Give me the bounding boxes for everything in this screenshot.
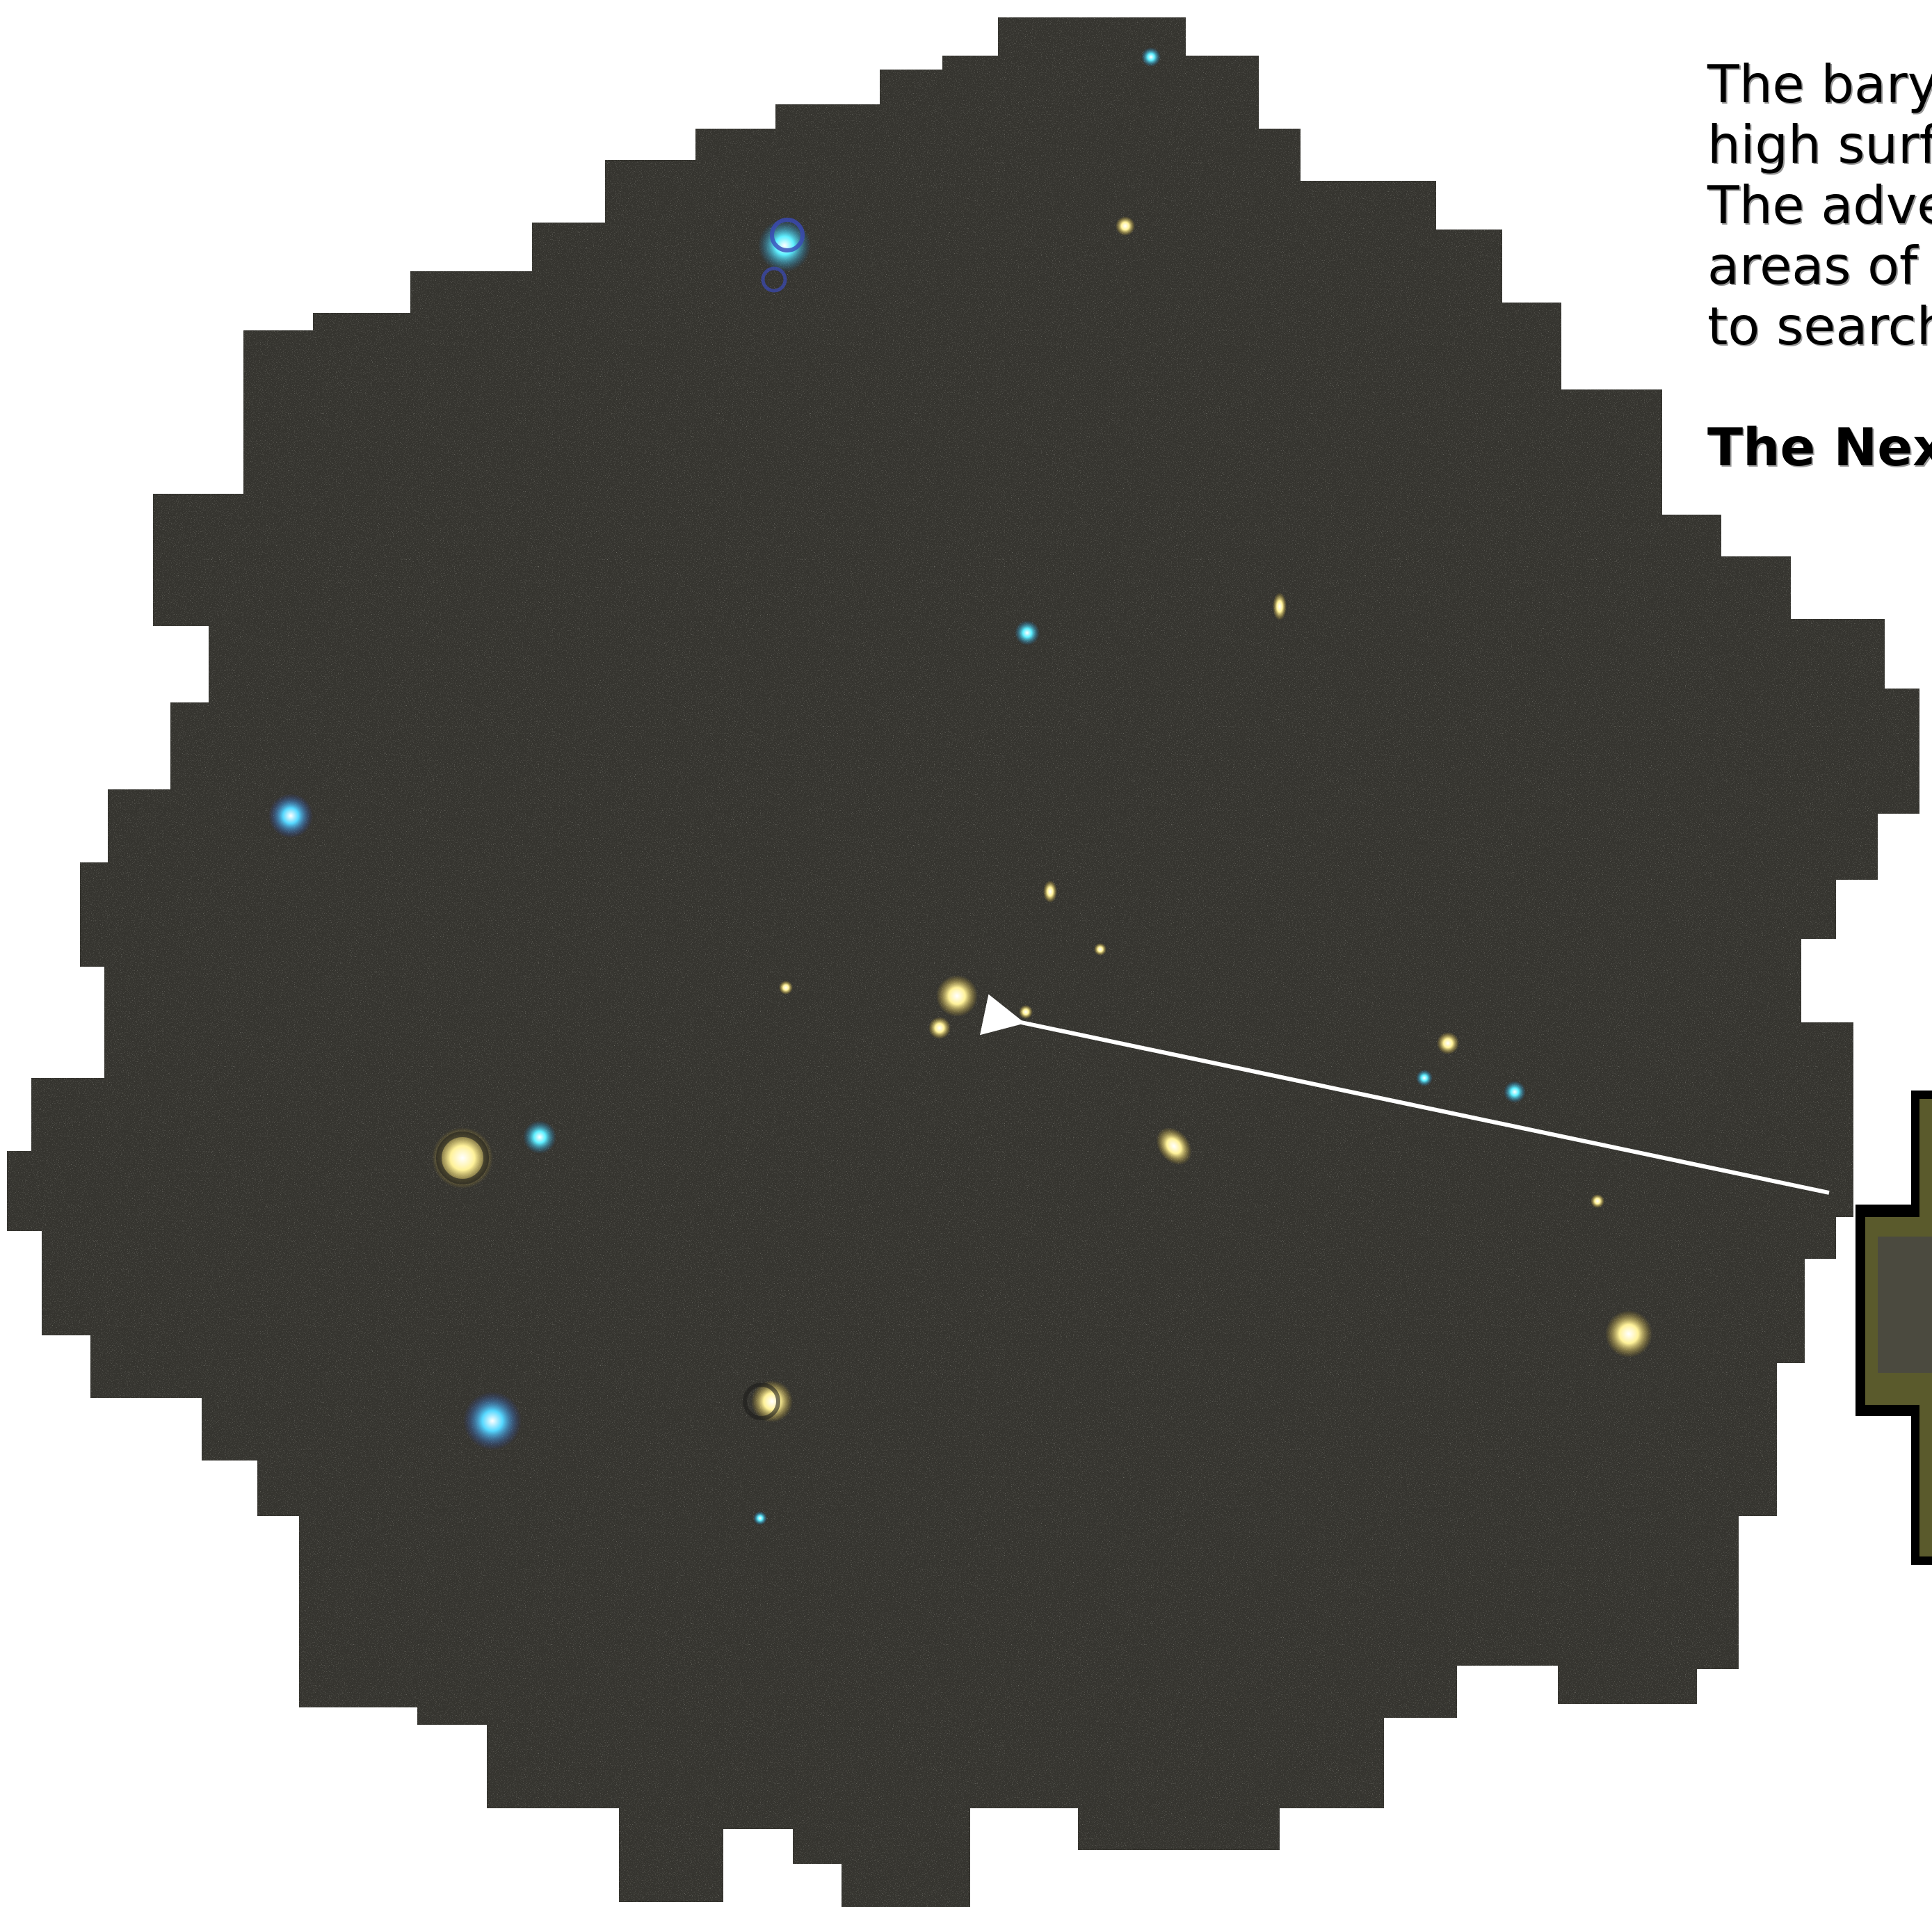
galaxy [1273, 593, 1287, 620]
caption-line: The bary [1707, 54, 1932, 115]
bright-star [1437, 1032, 1459, 1054]
caption-line: to search [1707, 296, 1932, 357]
bright-star [523, 1120, 556, 1154]
bright-sources [268, 47, 1652, 1525]
bright-star [1019, 1005, 1033, 1019]
bright-star [751, 1381, 793, 1422]
halo-ring [436, 1132, 489, 1184]
bright-star [268, 794, 313, 838]
bright-star [753, 1511, 767, 1525]
bright-star [928, 1017, 951, 1039]
caption-line: The adve [1707, 175, 1932, 236]
bright-star [1416, 1070, 1433, 1086]
pointer-arrow [979, 994, 1830, 1195]
bright-star [1605, 1310, 1652, 1358]
bright-star [1094, 943, 1106, 956]
bright-star [936, 975, 978, 1017]
bright-star [758, 219, 811, 272]
caption-heading: The Nex [1707, 417, 1932, 478]
bright-star [1116, 216, 1135, 236]
bright-star [1141, 47, 1161, 67]
halo-ring [743, 1383, 780, 1420]
bright-star [779, 981, 793, 995]
caption-line: areas of [1707, 235, 1918, 296]
bright-star [1591, 1194, 1604, 1208]
bright-star [1015, 620, 1040, 645]
halo-ring [761, 266, 787, 293]
halo-ring [770, 218, 805, 252]
inset-panel [1855, 1091, 1932, 1565]
caption-line: high surf [1707, 114, 1932, 175]
caption-text: The bary high surf The adve areas of to … [1707, 54, 1932, 357]
bright-star [1504, 1081, 1526, 1103]
bright-star [463, 1392, 522, 1450]
galaxy [1156, 1127, 1192, 1165]
galaxy [1043, 880, 1057, 903]
